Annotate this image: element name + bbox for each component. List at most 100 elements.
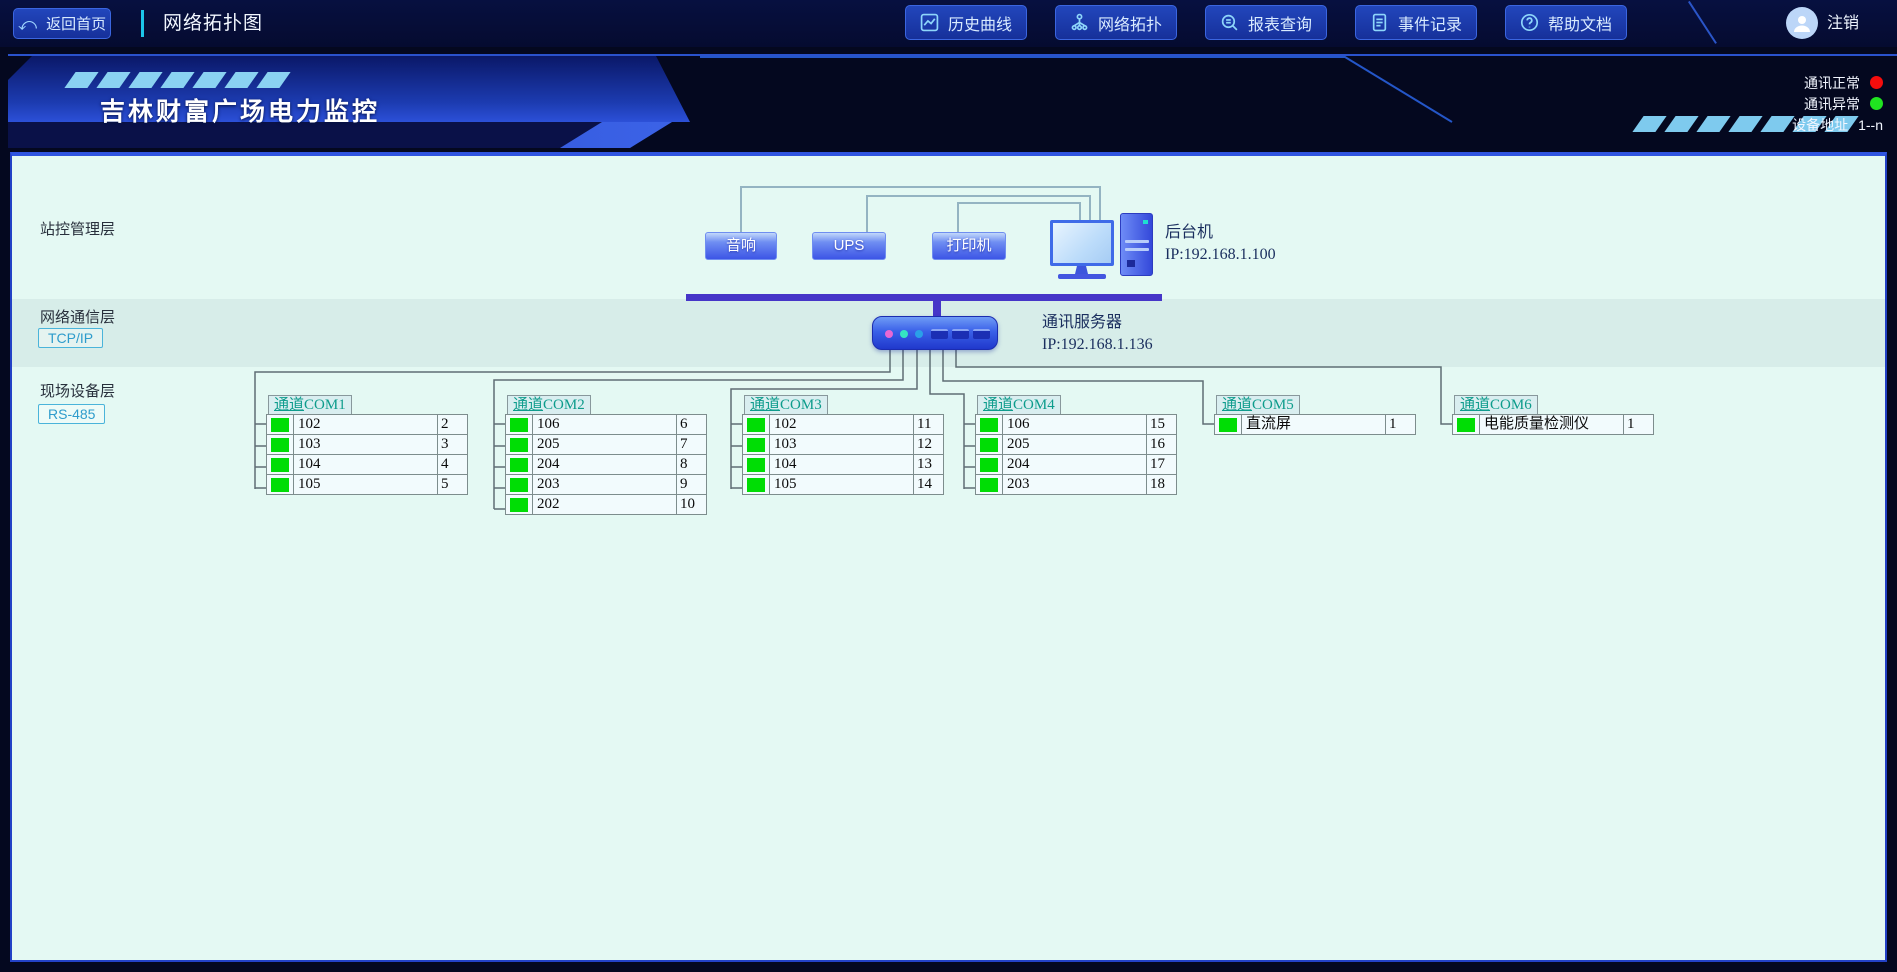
event-log-button[interactable]: 事件记录 <box>1355 5 1477 40</box>
device-row[interactable]: 105 14 <box>742 474 944 495</box>
device-addr-cell: 2 <box>437 415 467 434</box>
device-row[interactable]: 202 10 <box>505 494 707 515</box>
switch-port <box>973 329 990 339</box>
device-status-cell <box>506 475 532 494</box>
report-query-button[interactable]: 报表查询 <box>1205 5 1327 40</box>
device-status-cell <box>267 475 293 494</box>
page-title: 网络拓扑图 <box>163 13 264 34</box>
device-speaker[interactable]: 音响 <box>705 232 777 260</box>
network-topology-button[interactable]: 网络拓扑 <box>1055 5 1177 40</box>
device-status-cell <box>267 435 293 454</box>
device-name-cell: 204 <box>1002 455 1146 474</box>
logout-button[interactable]: 注销 <box>1827 15 1860 32</box>
help-icon <box>1520 13 1539 32</box>
status-led <box>271 417 289 432</box>
user-avatar[interactable] <box>1786 7 1818 39</box>
device-addr-cell: 10 <box>676 495 706 514</box>
channel-prefix: 通道 <box>1460 397 1491 413</box>
channel-prefix: 通道 <box>1222 397 1253 413</box>
rs485-badge: RS-485 <box>38 404 106 424</box>
channel-prefix: 通道 <box>274 397 305 413</box>
device-addr-cell: 8 <box>676 455 706 474</box>
status-led <box>980 437 998 452</box>
device-status-cell <box>743 415 769 434</box>
monitor-icon[interactable] <box>1050 220 1114 266</box>
channel-header-com6[interactable]: 通道COM6 <box>1454 395 1538 415</box>
comm-server-label: 通讯服务器 <box>1042 314 1123 331</box>
back-home-label: 返回首页 <box>46 16 107 33</box>
device-name-cell: 103 <box>293 435 437 454</box>
channel-header-com4[interactable]: 通道COM4 <box>977 395 1061 415</box>
device-row[interactable]: 205 7 <box>505 434 707 455</box>
network-bus <box>686 294 1162 301</box>
channel-id: COM2 <box>543 397 585 413</box>
channel-id: COM5 <box>1252 397 1294 413</box>
device-row[interactable]: 直流屏 1 <box>1214 414 1416 435</box>
device-name-cell: 104 <box>293 455 437 474</box>
channel-table-com4: 106 15 205 16 204 17 203 18 <box>975 414 1177 495</box>
device-status-cell <box>1453 415 1479 434</box>
legend-comm-abnormal: 通讯异常 <box>1792 93 1883 114</box>
channel-header-com1[interactable]: 通道COM1 <box>268 395 352 415</box>
back-home-button[interactable]: ⤺ 返回首页 <box>13 8 111 39</box>
status-led <box>747 437 765 452</box>
device-addr-cell: 5 <box>437 475 467 494</box>
device-row[interactable]: 203 18 <box>975 474 1177 495</box>
device-name-cell: 102 <box>769 415 913 434</box>
channel-id: COM3 <box>780 397 822 413</box>
device-row[interactable]: 205 16 <box>975 434 1177 455</box>
topology-icon <box>1070 13 1089 32</box>
device-row[interactable]: 105 5 <box>266 474 468 495</box>
device-name-cell: 直流屏 <box>1241 415 1385 434</box>
comm-server-switch-icon[interactable] <box>872 316 998 350</box>
device-name-cell: 205 <box>532 435 676 454</box>
device-ups[interactable]: UPS <box>812 232 886 260</box>
device-name-cell: 104 <box>769 455 913 474</box>
tower-drive-slot <box>1125 248 1149 251</box>
channel-header-com2[interactable]: 通道COM2 <box>507 395 591 415</box>
help-docs-button[interactable]: 帮助文档 <box>1505 5 1627 40</box>
channel-header-com3[interactable]: 通道COM3 <box>744 395 828 415</box>
device-row[interactable]: 103 3 <box>266 434 468 455</box>
device-status-cell <box>976 435 1002 454</box>
status-legend: 通讯正常 通讯异常 设备地址 1--n <box>1792 72 1883 135</box>
device-status-cell <box>976 455 1002 474</box>
device-row[interactable]: 204 8 <box>505 454 707 475</box>
computer-tower-icon[interactable] <box>1120 213 1153 276</box>
report-query-label: 报表查询 <box>1247 16 1312 34</box>
device-printer[interactable]: 打印机 <box>932 232 1006 260</box>
device-row[interactable]: 106 15 <box>975 414 1177 435</box>
history-curve-button[interactable]: 历史曲线 <box>905 5 1027 40</box>
device-status-cell <box>976 415 1002 434</box>
device-row[interactable]: 203 9 <box>505 474 707 495</box>
status-led <box>271 437 289 452</box>
device-addr-cell: 4 <box>437 455 467 474</box>
status-led <box>980 457 998 472</box>
device-name-cell: 202 <box>532 495 676 514</box>
status-led <box>980 417 998 432</box>
device-row[interactable]: 204 17 <box>975 454 1177 475</box>
switch-led-teal <box>900 330 908 338</box>
device-row[interactable]: 104 4 <box>266 454 468 475</box>
device-row[interactable]: 106 6 <box>505 414 707 435</box>
system-title: 吉林财富广场电力监控 <box>100 98 381 126</box>
channel-header-com5[interactable]: 通道COM5 <box>1216 395 1300 415</box>
device-row[interactable]: 102 2 <box>266 414 468 435</box>
switch-led-pink <box>885 330 893 338</box>
device-row[interactable]: 102 11 <box>742 414 944 435</box>
device-name-cell: 203 <box>532 475 676 494</box>
channel-prefix: 通道 <box>750 397 781 413</box>
channel-table-com2: 106 6 205 7 204 8 203 9 202 10 <box>505 414 707 515</box>
channel-id: COM6 <box>1490 397 1532 413</box>
status-led <box>510 457 528 472</box>
device-status-cell <box>267 455 293 474</box>
device-row[interactable]: 电能质量检测仪 1 <box>1452 414 1654 435</box>
status-led <box>980 477 998 492</box>
channel-id: COM1 <box>304 397 346 413</box>
device-row[interactable]: 103 12 <box>742 434 944 455</box>
banner-sub-strip <box>8 122 672 148</box>
backend-host-label: 后台机 <box>1165 224 1214 241</box>
document-icon <box>1370 13 1389 32</box>
device-addr-cell: 7 <box>676 435 706 454</box>
device-row[interactable]: 104 13 <box>742 454 944 475</box>
